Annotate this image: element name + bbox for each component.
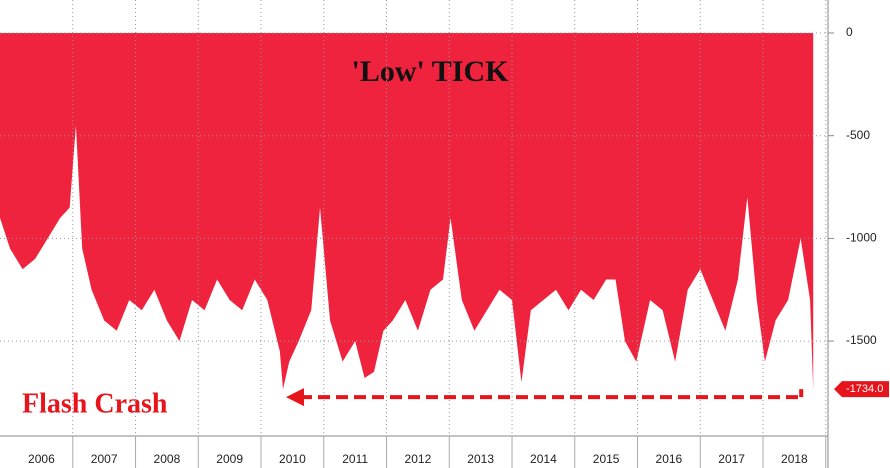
x-tick-label: 2014	[530, 452, 557, 466]
area	[0, 33, 814, 390]
y-tick-label: 0	[846, 25, 853, 39]
x-tick-label: 2018	[781, 452, 808, 466]
x-tick-label: 2012	[405, 452, 432, 466]
arrow-head	[286, 388, 304, 407]
x-tick-label: 2017	[718, 452, 745, 466]
y-tick-label: -1000	[846, 231, 877, 245]
value-tag	[834, 381, 889, 398]
x-tick-label: 2009	[216, 452, 243, 466]
x-tick-label: 2006	[28, 452, 55, 466]
x-tick-label: 2013	[467, 452, 494, 466]
value-label: -1734.0	[846, 383, 883, 395]
x-tick-label: 2010	[279, 452, 306, 466]
chart-title: 'Low' TICK	[352, 55, 510, 88]
x-tick-label: 2015	[593, 452, 620, 466]
y-tick-label: -1500	[846, 333, 877, 347]
x-tick-label: 2008	[154, 452, 181, 466]
x-tick-label: 2007	[91, 452, 118, 466]
y-tick-label: -500	[846, 128, 870, 142]
x-tick-label: 2011	[342, 452, 368, 466]
x-tick-label: 2016	[656, 452, 683, 466]
annotation: Flash Crash	[22, 388, 168, 419]
plot-area	[0, 33, 814, 390]
